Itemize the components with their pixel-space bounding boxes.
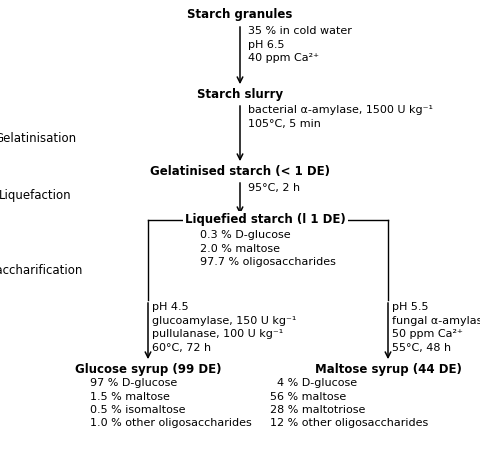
Text: 4 % D-glucose: 4 % D-glucose — [270, 378, 357, 388]
Text: pH 6.5: pH 6.5 — [248, 40, 285, 50]
Text: 1.0 % other oligosaccharides: 1.0 % other oligosaccharides — [90, 419, 252, 429]
Text: Maltose syrup (44 DE): Maltose syrup (44 DE) — [314, 363, 461, 376]
Text: 105°C, 5 min: 105°C, 5 min — [248, 118, 321, 128]
Text: 12 % other oligosaccharides: 12 % other oligosaccharides — [270, 419, 428, 429]
Text: 28 % maltotriose: 28 % maltotriose — [270, 405, 365, 415]
Text: Starch slurry: Starch slurry — [197, 88, 283, 101]
Text: fungal α-amylase, 2000 U kg⁻¹: fungal α-amylase, 2000 U kg⁻¹ — [392, 315, 480, 325]
Text: 60°C, 72 h: 60°C, 72 h — [152, 343, 211, 353]
Text: Glucose syrup (99 DE): Glucose syrup (99 DE) — [75, 363, 221, 376]
Text: bacterial α-amylase, 1500 U kg⁻¹: bacterial α-amylase, 1500 U kg⁻¹ — [248, 105, 433, 115]
Text: Starch granules: Starch granules — [187, 8, 293, 21]
Text: pullulanase, 100 U kg⁻¹: pullulanase, 100 U kg⁻¹ — [152, 329, 283, 339]
Text: pH 4.5: pH 4.5 — [152, 302, 189, 312]
Text: 0.5 % isomaltose: 0.5 % isomaltose — [90, 405, 185, 415]
Text: pH 5.5: pH 5.5 — [392, 302, 429, 312]
Text: 95°C, 2 h: 95°C, 2 h — [248, 183, 300, 193]
Text: 40 ppm Ca²⁺: 40 ppm Ca²⁺ — [248, 53, 319, 63]
Text: 97.7 % oligosaccharides: 97.7 % oligosaccharides — [200, 257, 336, 267]
Text: Liquefaction: Liquefaction — [0, 188, 72, 202]
Text: Gelatinisation: Gelatinisation — [0, 131, 76, 145]
Text: 97 % D-glucose: 97 % D-glucose — [90, 378, 177, 388]
Text: Saccharification: Saccharification — [0, 263, 82, 277]
Text: 0.3 % D-glucose: 0.3 % D-glucose — [200, 230, 290, 240]
Text: 55°C, 48 h: 55°C, 48 h — [392, 343, 451, 353]
Text: Gelatinised starch (< 1 DE): Gelatinised starch (< 1 DE) — [150, 165, 330, 178]
Text: 50 ppm Ca²⁺: 50 ppm Ca²⁺ — [392, 329, 463, 339]
Text: 35 % in cold water: 35 % in cold water — [248, 26, 352, 36]
Text: glucoamylase, 150 U kg⁻¹: glucoamylase, 150 U kg⁻¹ — [152, 315, 296, 325]
Text: Liquefied starch (l 1 DE): Liquefied starch (l 1 DE) — [185, 213, 346, 227]
Text: 2.0 % maltose: 2.0 % maltose — [200, 243, 280, 253]
Text: 1.5 % maltose: 1.5 % maltose — [90, 391, 170, 401]
Text: 56 % maltose: 56 % maltose — [270, 391, 346, 401]
